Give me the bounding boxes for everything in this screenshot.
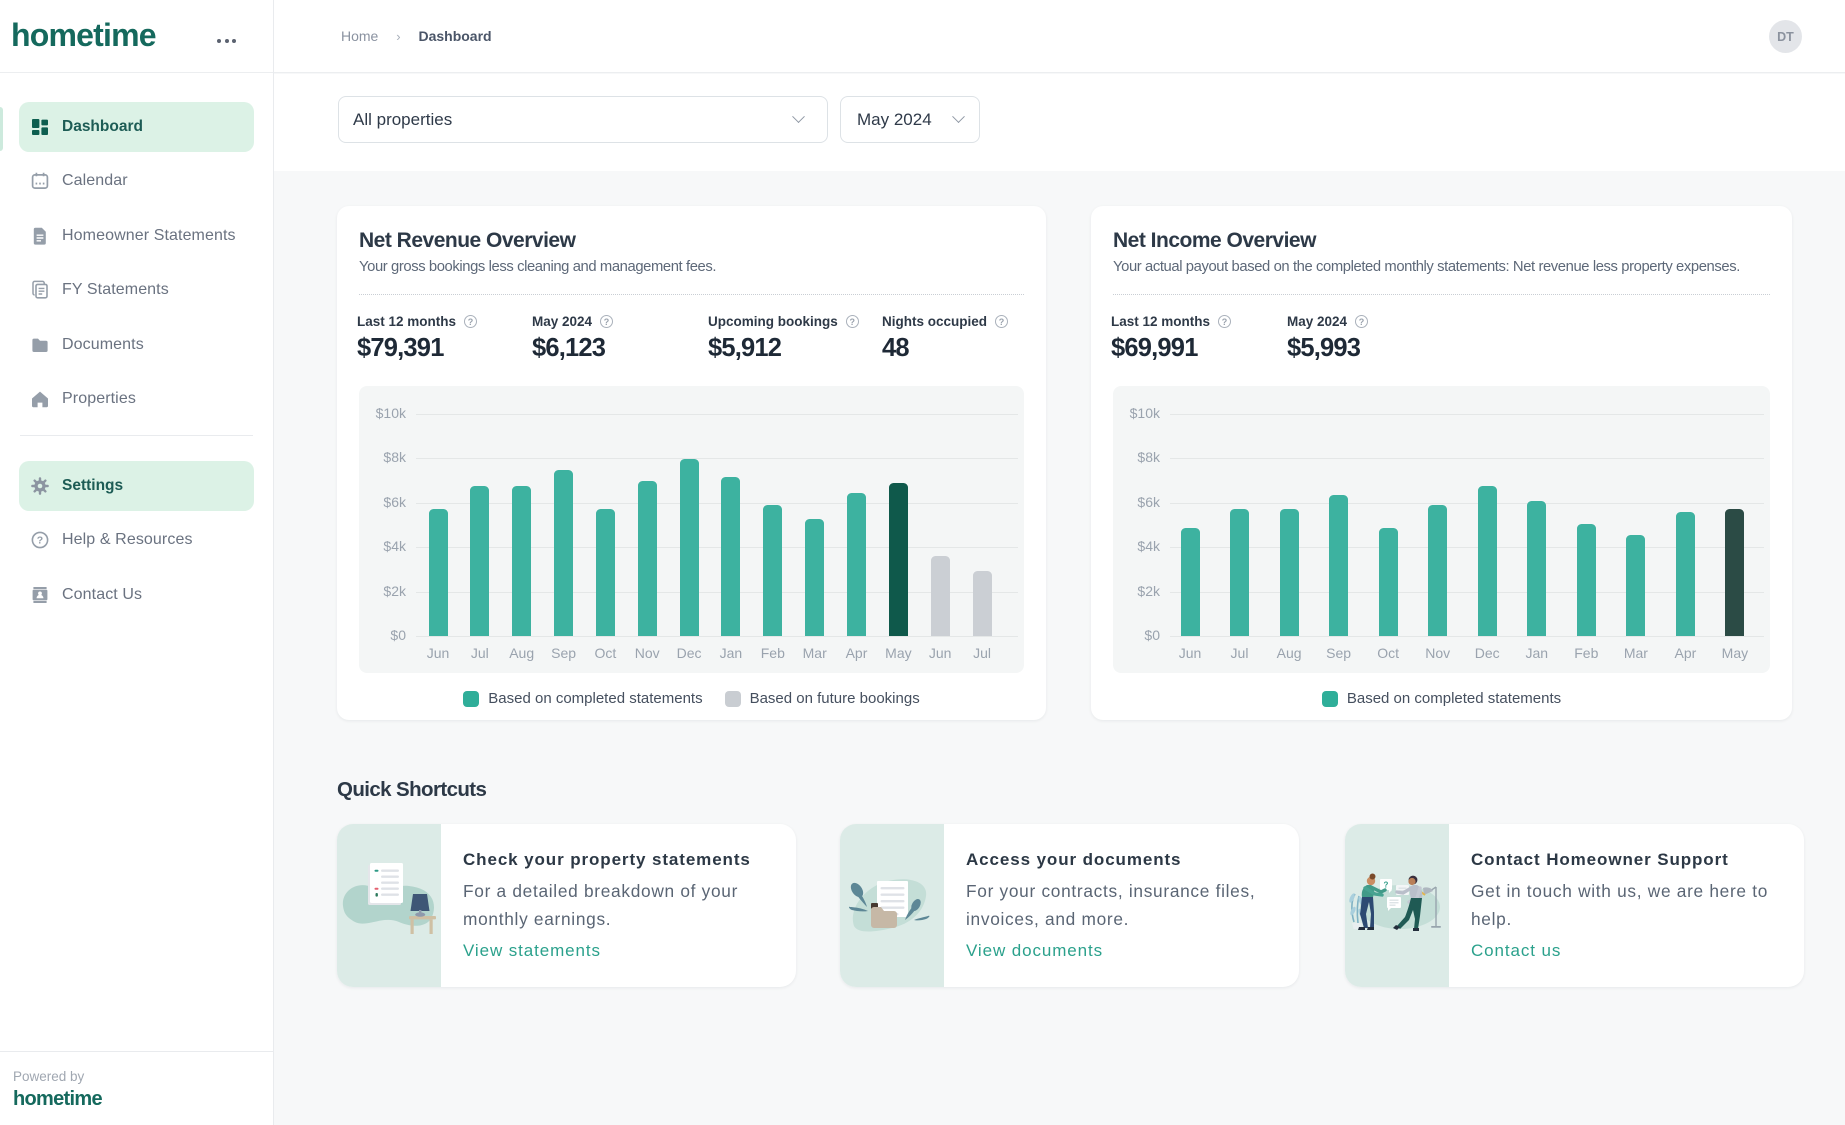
svg-text:?: ?: [1384, 881, 1389, 890]
svg-text:?: ?: [37, 535, 44, 547]
